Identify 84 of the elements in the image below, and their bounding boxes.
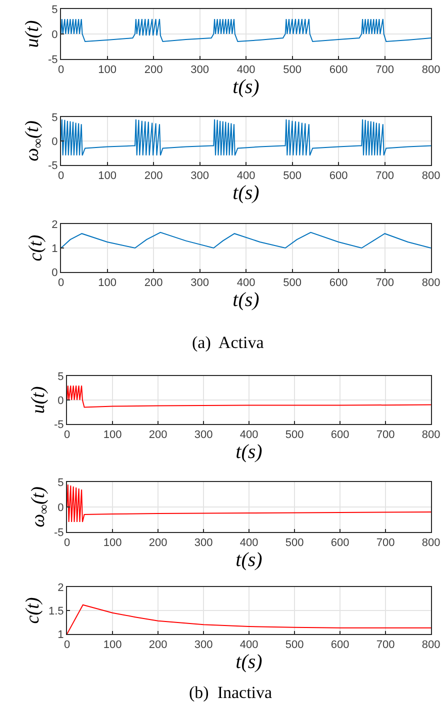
x-tick-label: 400 xyxy=(236,64,256,76)
x-tick-label: 800 xyxy=(422,537,440,550)
x-axis-title: t(s) xyxy=(236,441,263,464)
x-axis-title: t(s) xyxy=(236,549,263,572)
x-tick-label: 300 xyxy=(190,64,209,76)
y-tick-label: 0 xyxy=(52,28,58,41)
x-tick-label: 200 xyxy=(148,429,168,442)
y-tick-label: 1 xyxy=(58,628,64,641)
x-tick-label: 700 xyxy=(376,639,395,652)
x-axis-title: t(s) xyxy=(232,182,260,204)
line-series xyxy=(67,484,431,522)
y-tick-label: 0 xyxy=(52,136,58,148)
y-tick-label: 1.5 xyxy=(48,605,64,618)
x-tick-label: 800 xyxy=(422,170,440,182)
x-axis-title: t(s) xyxy=(232,76,260,98)
x-axis-title: t(s) xyxy=(232,289,260,312)
y-tick-label: 5 xyxy=(52,112,58,124)
x-tick-label: 300 xyxy=(190,277,209,290)
y-axis-title: c(t) xyxy=(22,597,44,624)
y-tick-label: 5 xyxy=(58,476,64,489)
x-tick-label: 700 xyxy=(376,537,395,550)
x-tick-label: 100 xyxy=(98,64,116,76)
text: (b) Inactiva xyxy=(189,683,273,702)
y-tick-label: -5 xyxy=(48,54,58,66)
text: (a) Activa xyxy=(192,333,264,352)
x-tick-label: 600 xyxy=(330,639,350,652)
y-tick-label: 0 xyxy=(58,502,64,514)
x-tick-label: 200 xyxy=(144,170,163,182)
y-axis-title: u(t) xyxy=(28,386,49,414)
x-tick-label: 300 xyxy=(194,429,213,442)
x-tick-label: 300 xyxy=(190,170,209,182)
x-tick-label: 500 xyxy=(285,429,304,442)
x-tick-label: 700 xyxy=(376,64,394,76)
x-tick-label: 100 xyxy=(103,537,122,550)
y-tick-label: 0 xyxy=(58,394,64,407)
x-tick-label: 700 xyxy=(376,170,394,182)
x-tick-label: 800 xyxy=(422,277,440,290)
x-tick-label: 300 xyxy=(194,537,213,550)
x-tick-label: 700 xyxy=(376,277,394,290)
x-tick-label: 100 xyxy=(98,170,116,182)
x-tick-label: 400 xyxy=(236,277,256,290)
x-tick-label: 100 xyxy=(103,429,122,442)
y-tick-label: 5 xyxy=(52,4,58,16)
line-series xyxy=(61,18,431,42)
x-tick-label: 800 xyxy=(422,639,440,652)
x-tick-label: 600 xyxy=(330,537,350,550)
line-series xyxy=(67,385,431,408)
x-tick-label: 400 xyxy=(240,537,258,550)
x-tick-label: 400 xyxy=(240,429,258,442)
x-tick-label: 500 xyxy=(283,170,302,182)
x-tick-label: 200 xyxy=(144,277,163,290)
line-series xyxy=(61,232,431,248)
y-tick-label: -5 xyxy=(54,418,64,431)
y-tick-label: 5 xyxy=(58,370,64,383)
x-tick-label: 500 xyxy=(283,64,302,76)
x-tick-label: 200 xyxy=(148,537,168,550)
x-tick-label: 600 xyxy=(329,277,348,290)
y-tick-label: 2 xyxy=(52,218,58,231)
x-tick-label: 700 xyxy=(376,429,395,442)
x-tick-label: 500 xyxy=(285,537,304,550)
y-tick-label: -5 xyxy=(54,526,64,539)
line-series xyxy=(61,118,431,156)
x-tick-label: 600 xyxy=(329,170,348,182)
x-tick-label: 400 xyxy=(240,639,258,652)
x-tick-label: 500 xyxy=(285,639,304,652)
y-axis-title: c(t) xyxy=(26,234,47,262)
x-tick-label: 200 xyxy=(148,639,168,652)
y-tick-label: 2 xyxy=(58,582,64,594)
line-series xyxy=(67,604,431,634)
x-tick-label: 400 xyxy=(236,170,256,182)
y-tick-label: -5 xyxy=(48,160,58,172)
x-tick-label: 100 xyxy=(98,277,116,290)
x-tick-label: 600 xyxy=(329,64,348,76)
y-tick-label: 1 xyxy=(52,242,58,255)
x-axis-title: t(s) xyxy=(236,651,263,674)
x-tick-label: 500 xyxy=(283,277,302,290)
x-tick-label: 200 xyxy=(144,64,163,76)
y-axis-title: u(t) xyxy=(22,20,43,48)
y-tick-label: 0 xyxy=(52,266,58,279)
x-tick-label: 800 xyxy=(422,64,440,76)
x-tick-label: 100 xyxy=(103,639,122,652)
x-tick-label: 300 xyxy=(194,639,213,652)
x-tick-label: 800 xyxy=(422,429,440,442)
x-tick-label: 600 xyxy=(330,429,350,442)
